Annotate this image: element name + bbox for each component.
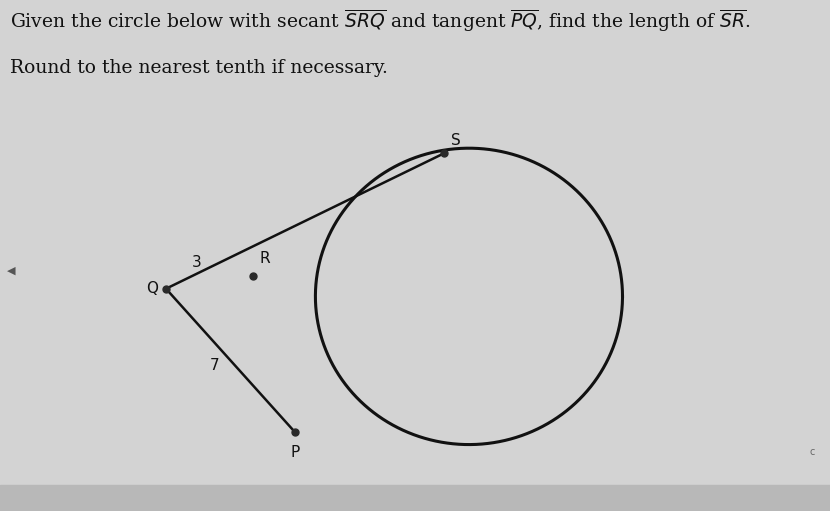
Text: Round to the nearest tenth if necessary.: Round to the nearest tenth if necessary.	[10, 59, 388, 77]
Text: S: S	[451, 133, 461, 148]
Text: Given the circle below with secant $\overline{SRQ}$ and tangent $\overline{PQ}$,: Given the circle below with secant $\ove…	[10, 8, 750, 34]
Text: 7: 7	[210, 358, 220, 373]
Text: c: c	[809, 447, 814, 457]
Text: 3: 3	[192, 254, 202, 269]
Text: Q: Q	[146, 281, 158, 296]
Text: $\blacktriangleleft$: $\blacktriangleleft$	[4, 265, 17, 277]
Bar	[0, 485, 830, 511]
Text: R: R	[260, 251, 271, 266]
Text: P: P	[290, 445, 300, 459]
